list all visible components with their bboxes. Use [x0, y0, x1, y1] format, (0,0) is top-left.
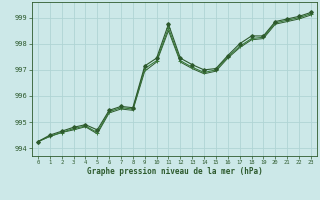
X-axis label: Graphe pression niveau de la mer (hPa): Graphe pression niveau de la mer (hPa) — [86, 167, 262, 176]
